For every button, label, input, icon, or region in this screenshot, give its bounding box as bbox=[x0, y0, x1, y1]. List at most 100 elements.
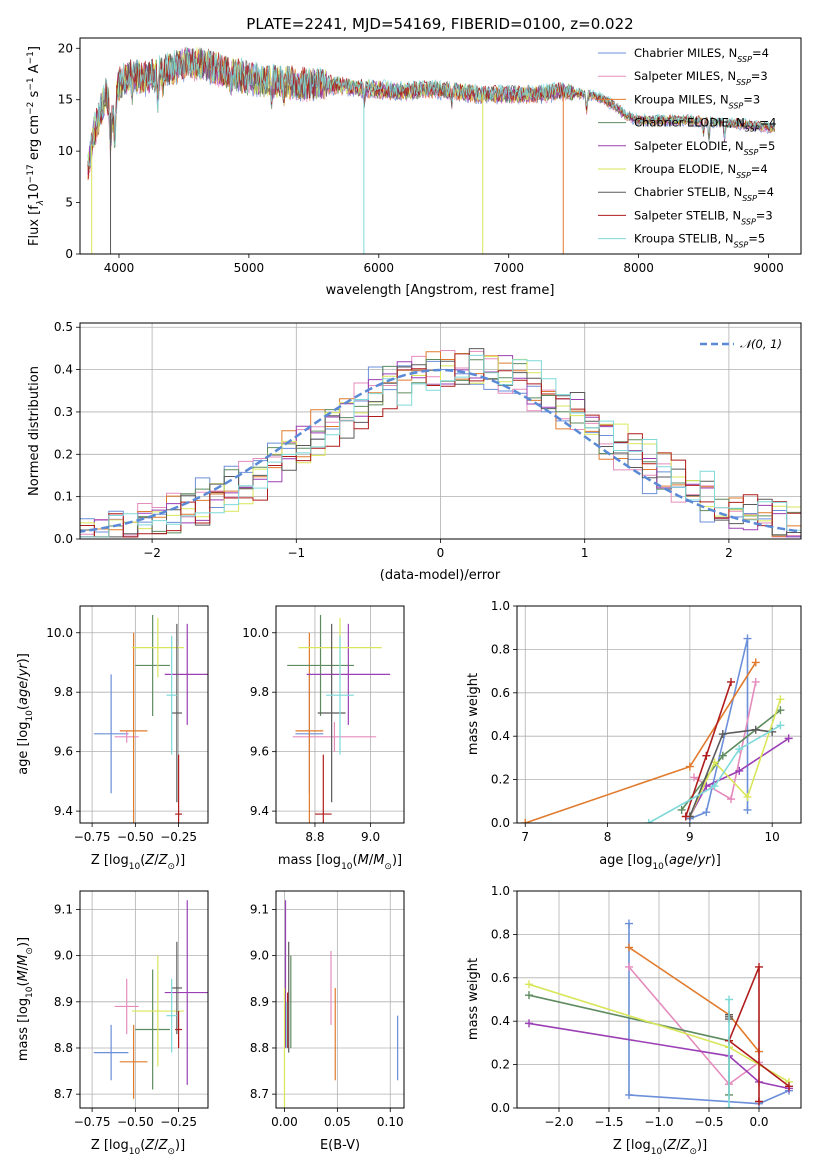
figure-title: PLATE=2241, MJD=54169, FIBERID=0100, z=0… bbox=[246, 15, 633, 33]
age-vs-Z-ytick-label: 9.8 bbox=[54, 685, 73, 699]
weight-vs-age-point-6-1 bbox=[718, 730, 727, 739]
weight-vs-age-ytick-label: 0.2 bbox=[491, 773, 510, 787]
weight-vs-age-series-2 bbox=[524, 661, 757, 823]
age-vs-Z-xtick-label: −0.25 bbox=[160, 830, 197, 844]
weight-vs-age-point-3-1 bbox=[718, 751, 727, 760]
age-vs-mass-ytick-label: 10.0 bbox=[242, 626, 269, 640]
mass-vs-Z-ytick-label: 8.7 bbox=[54, 1087, 73, 1101]
age-vs-Z-xlabel: Z [log10(Z/Z⊙)] bbox=[91, 853, 185, 872]
residual-xlabel: (data-model)/error bbox=[380, 568, 501, 583]
residuals-ytick-label: 0.4 bbox=[54, 363, 73, 377]
age-vs-mass-plot-area: 8.8 9.0 9.4 9.6 9.8 10.0 bbox=[242, 606, 404, 844]
spectrum-ytick-label: 20 bbox=[58, 41, 73, 55]
legend-label-4: Salpeter ELODIE, NSSP=5 bbox=[634, 139, 775, 157]
residuals-marks bbox=[80, 348, 801, 538]
weight-vs-age-series-8 bbox=[648, 724, 781, 823]
mass-vs-ebv-plot-area: 0.00 0.05 0.10 8.7 8.8 8.9 9.0 9.1 bbox=[250, 891, 404, 1129]
legend-label-8: Kroupa STELIB, NSSP=5 bbox=[634, 232, 765, 250]
spectrum-xtick-label: 5000 bbox=[234, 261, 265, 275]
mass-vs-Z-ytick-label: 8.9 bbox=[54, 995, 73, 1009]
legend-label-5: Kroupa ELODIE, NSSP=4 bbox=[634, 162, 768, 180]
spectrum-ytick-label: 10 bbox=[58, 144, 73, 158]
weight-vs-age-point-8-1 bbox=[710, 782, 719, 791]
residuals-xtick-label: 1 bbox=[581, 546, 589, 560]
mass-vs-Z-xtick-label: −0.50 bbox=[117, 1115, 154, 1129]
weight-vs-age-series-5 bbox=[689, 699, 782, 817]
age-vs-Z-frame bbox=[79, 605, 209, 824]
weight-vs-age-point-1-0 bbox=[689, 773, 698, 782]
mass-vs-Z-frame bbox=[79, 890, 209, 1109]
age-vs-Z-xtick-label: −0.75 bbox=[74, 830, 111, 844]
spectrum-xtick-label: 8000 bbox=[623, 261, 654, 275]
weight-vs-Z-xtick-label: −0.5 bbox=[694, 1115, 723, 1129]
weight-vs-Z-series-7 bbox=[728, 966, 790, 1102]
weight-vs-Z-point-8-1 bbox=[725, 1104, 733, 1108]
weight-vs-Z-ytick-label: 0.8 bbox=[491, 927, 510, 941]
spectrum-ytick-label: 5 bbox=[65, 196, 73, 210]
weight-vs-age-point-3-0 bbox=[677, 805, 686, 814]
legend-label-0: Chabrier MILES, NSSP=4 bbox=[634, 46, 769, 64]
weight-vs-age-ylabel: mass weight bbox=[466, 673, 481, 755]
mass-vs-Z-ytick-label: 8.8 bbox=[54, 1041, 73, 1055]
age-vs-Z-ytick-label: 9.4 bbox=[54, 804, 73, 818]
weight-vs-Z-point-7-3 bbox=[785, 1082, 793, 1091]
legend-label-1: Salpeter MILES, NSSP=3 bbox=[634, 69, 768, 87]
weight-vs-Z-ytick-label: 0.4 bbox=[491, 1014, 510, 1028]
mass-vs-ebv-ytick-label: 8.9 bbox=[250, 995, 269, 1009]
residuals-xtick-label: −2 bbox=[143, 546, 161, 560]
spectrum-xtick-label: 9000 bbox=[753, 261, 784, 275]
age-vs-Z-panel: −0.75 −0.50 −0.25 9.4 9.6 9.8 10.0 Z [log10(Z/… bbox=[16, 605, 209, 872]
mass-vs-Z-xtick-label: −0.75 bbox=[74, 1115, 111, 1129]
age-vs-mass-xlabel: mass [log10(M/M⊙)] bbox=[278, 853, 402, 872]
mass-vs-ebv-ytick-label: 9.0 bbox=[250, 949, 269, 963]
residuals-ytick-label: 0.5 bbox=[54, 320, 73, 334]
mass-vs-ebv-xtick-label: 0.05 bbox=[324, 1115, 351, 1129]
spectrum-marks bbox=[87, 46, 775, 254]
weight-vs-Z-plot-area: −2.0 −1.5 −1.0 −0.5 0.0 0.0 0.2 0.4 0.6 0.8 1.0 bbox=[491, 884, 801, 1129]
weight-vs-Z-ytick-label: 0.0 bbox=[491, 1101, 510, 1115]
weight-vs-Z-xtick-label: 0.0 bbox=[749, 1115, 768, 1129]
weight-vs-Z-series-4 bbox=[528, 1022, 790, 1090]
weight-vs-age-point-2-0 bbox=[521, 819, 530, 823]
legend-label-2: Kroupa MILES, NSSP=3 bbox=[634, 92, 760, 110]
weight-vs-age-point-0-2 bbox=[743, 634, 752, 643]
spectrum-ylabel: Flux [fλ10−17 erg cm−2 s−1 A−1] bbox=[26, 46, 46, 246]
mass-vs-ebv-frame bbox=[275, 890, 405, 1109]
weight-vs-age-point-4-2 bbox=[735, 766, 744, 775]
weight-vs-age-point-7-2 bbox=[727, 677, 736, 686]
weight-vs-Z-series-0 bbox=[628, 923, 790, 1105]
gauss-legend-label: 𝒩(0, 1) bbox=[740, 337, 782, 351]
weight-vs-age-ytick-label: 0.8 bbox=[491, 642, 510, 656]
age-vs-Z-ytick-label: 9.6 bbox=[54, 745, 73, 759]
weight-vs-age-xtick-label: 7 bbox=[521, 830, 529, 844]
weight-vs-age-point-2-1 bbox=[685, 762, 694, 771]
weight-vs-age-xtick-label: 8 bbox=[604, 830, 612, 844]
residual-frame bbox=[79, 322, 802, 540]
residuals-ytick-label: 0.1 bbox=[54, 490, 73, 504]
weight-vs-age-point-2-2 bbox=[751, 658, 760, 667]
spectrum-line-8 bbox=[87, 46, 775, 167]
spectrum-ytick-label: 15 bbox=[58, 93, 73, 107]
age-vs-Z-ylabel: age [log10(age/yr)] bbox=[16, 653, 35, 775]
residuals-ytick-label: 0.0 bbox=[54, 532, 73, 546]
legend-label-7: Salpeter STELIB, NSSP=3 bbox=[634, 208, 773, 226]
age-vs-mass-frame bbox=[275, 605, 405, 824]
mass-vs-Z-xtick-label: −0.25 bbox=[160, 1115, 197, 1129]
weight-vs-age-xlabel: age [log10(age/yr)] bbox=[599, 853, 721, 872]
weight-vs-age-point-4-3 bbox=[784, 734, 793, 743]
weight-vs-Z-point-5-0 bbox=[525, 980, 533, 989]
weight-vs-Z-xlabel: Z [log10(Z/Z⊙)] bbox=[613, 1138, 707, 1157]
weight-vs-age-xtick-label: 9 bbox=[686, 830, 694, 844]
mass-vs-Z-ytick-label: 9.0 bbox=[54, 949, 73, 963]
spectrum-ytick-label: 0 bbox=[65, 247, 73, 261]
weight-vs-Z-point-2-0 bbox=[625, 943, 633, 952]
weight-vs-Z-point-0-0 bbox=[625, 919, 633, 928]
weight-vs-age-point-5-3 bbox=[776, 695, 785, 704]
weight-vs-age-point-3-2 bbox=[776, 706, 785, 715]
weight-vs-Z-point-1-0 bbox=[625, 962, 633, 971]
residual-legend: 𝒩(0, 1) bbox=[700, 337, 782, 351]
spectrum-frame bbox=[79, 37, 802, 255]
spectrum-xtick-label: 7000 bbox=[493, 261, 524, 275]
mass-vs-ebv-ytick-label: 9.1 bbox=[250, 902, 269, 916]
